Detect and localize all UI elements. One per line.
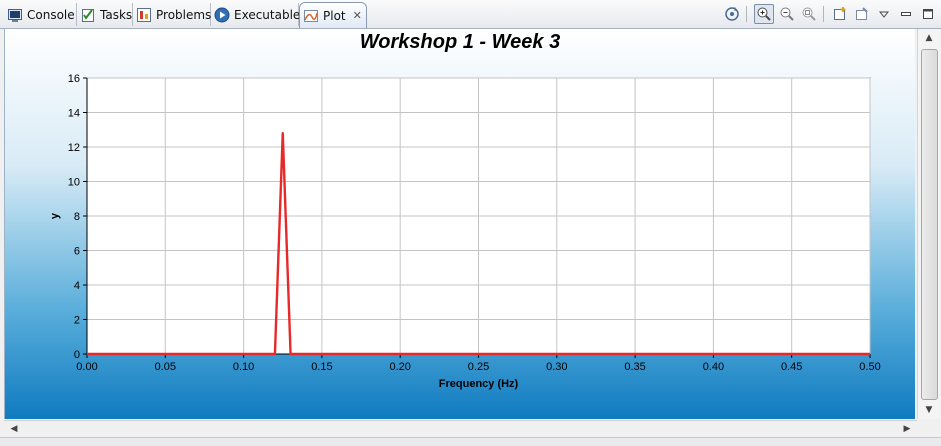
x-tick-label: 0.20 bbox=[389, 361, 410, 373]
new-view-icon[interactable] bbox=[831, 5, 849, 23]
tab-problems[interactable]: Problems bbox=[133, 3, 211, 26]
scroll-right-icon[interactable]: ▶ bbox=[903, 424, 911, 434]
y-tick-label: 4 bbox=[74, 280, 80, 292]
x-tick-label: 0.10 bbox=[233, 361, 254, 373]
tasks-icon bbox=[80, 7, 96, 23]
tab-label: Plot bbox=[323, 8, 346, 23]
y-axis-label: y bbox=[49, 212, 61, 219]
refresh-icon[interactable] bbox=[723, 5, 741, 23]
x-tick-label: 0.25 bbox=[468, 361, 489, 373]
x-tick-label: 0.30 bbox=[546, 361, 567, 373]
tab-label: Console bbox=[27, 7, 75, 22]
page-title: Workshop 1 - Week 3 bbox=[359, 31, 561, 53]
problems-icon bbox=[136, 7, 152, 23]
x-tick-label: 0.15 bbox=[311, 361, 332, 373]
x-tick-label: 0.45 bbox=[781, 361, 802, 373]
y-tick-label: 14 bbox=[68, 108, 80, 120]
tab-label: Executables bbox=[234, 7, 307, 22]
plot-view: Workshop 1 - Week 3 0.00 0.05 0.10 0.15 0.20… bbox=[4, 29, 915, 419]
console-icon bbox=[7, 7, 23, 23]
executables-icon bbox=[214, 7, 230, 23]
close-tab-icon[interactable]: ✕ bbox=[352, 9, 362, 22]
tab-plot[interactable]: Plot ✕ bbox=[299, 2, 367, 28]
status-strip bbox=[0, 437, 941, 446]
y-tick-label: 2 bbox=[74, 315, 80, 327]
x-tick-label: 0.35 bbox=[624, 361, 645, 373]
tab-label: Problems bbox=[156, 7, 212, 22]
x-tick-label: 0.05 bbox=[155, 361, 176, 373]
zoom-in-icon[interactable] bbox=[754, 4, 774, 24]
x-axis-label: Frequency (Hz) bbox=[439, 378, 519, 390]
x-tick-label: 0.50 bbox=[859, 361, 880, 373]
horizontal-scrollbar[interactable]: ◀ ▶ bbox=[4, 420, 917, 437]
zoom-out-icon[interactable] bbox=[778, 5, 796, 23]
vertical-scrollbar[interactable]: ▲ ▼ bbox=[917, 29, 940, 419]
scroll-up-icon[interactable]: ▲ bbox=[925, 33, 933, 43]
plot-chart[interactable]: 0.00 0.05 0.10 0.15 0.20 0.25 0.30 0.35 0.40 0.45… bbox=[5, 29, 915, 419]
y-tick-label: 16 bbox=[68, 73, 80, 85]
tab-console[interactable]: Console bbox=[4, 3, 77, 26]
y-tick-label: 6 bbox=[74, 246, 80, 258]
y-tick-label: 8 bbox=[74, 211, 80, 223]
view-tab-bar: Console Tasks Problems Executables Plot … bbox=[0, 0, 941, 29]
y-tick-label: 10 bbox=[68, 177, 80, 189]
y-tick-label: 12 bbox=[68, 142, 80, 154]
series-line bbox=[87, 131, 870, 356]
x-tick-label: 0.00 bbox=[76, 361, 97, 373]
scroll-thumb[interactable] bbox=[921, 49, 938, 400]
tab-label: Tasks bbox=[100, 7, 133, 22]
plot-icon bbox=[303, 8, 319, 24]
toolbar-separator bbox=[746, 6, 747, 22]
toolbar-separator bbox=[823, 6, 824, 22]
scroll-left-icon[interactable]: ◀ bbox=[10, 424, 18, 434]
view-menu-icon[interactable] bbox=[875, 5, 893, 23]
x-tick-label: 0.40 bbox=[703, 361, 724, 373]
view-toolbar bbox=[719, 4, 941, 24]
scroll-down-icon[interactable]: ▼ bbox=[925, 405, 933, 415]
zoom-fit-icon[interactable] bbox=[800, 5, 818, 23]
minimize-icon[interactable] bbox=[897, 5, 915, 23]
tab-tasks[interactable]: Tasks bbox=[77, 3, 133, 26]
y-tick-label: 0 bbox=[74, 349, 80, 361]
pin-view-icon[interactable] bbox=[853, 5, 871, 23]
maximize-icon[interactable] bbox=[919, 5, 937, 23]
tab-executables[interactable]: Executables bbox=[211, 3, 307, 26]
